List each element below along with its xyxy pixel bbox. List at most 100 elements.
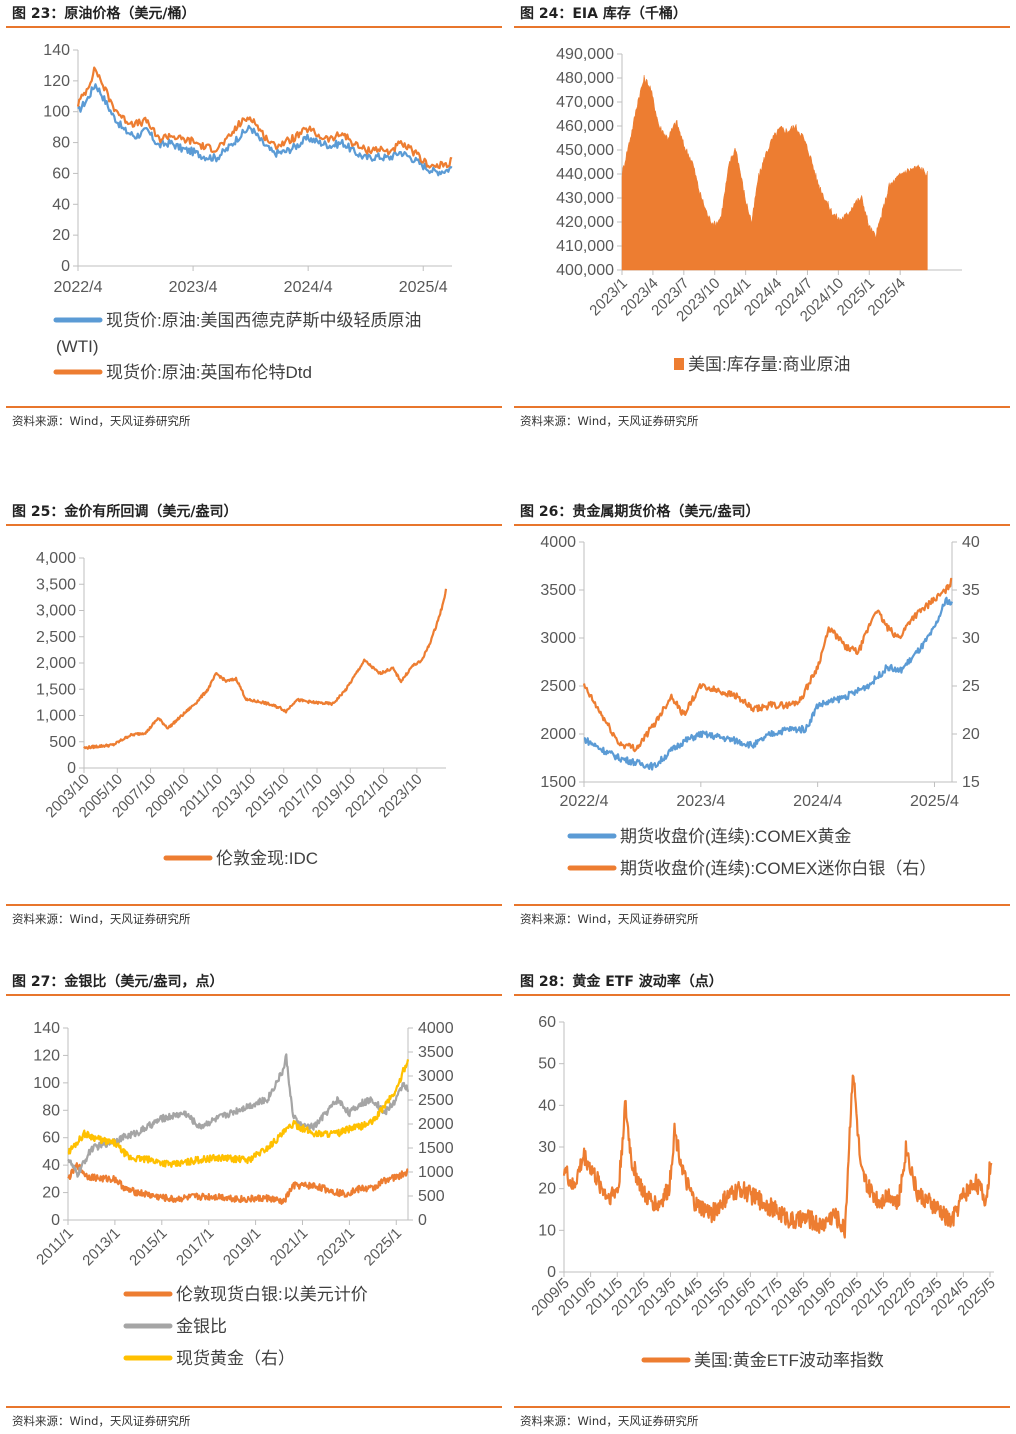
y-tick-label: 10 bbox=[538, 1222, 556, 1239]
figure-title: 图 24：EIA 库存（千桶） bbox=[514, 0, 1010, 28]
y-tick-label: 60 bbox=[42, 1130, 60, 1147]
y-tick-label: 2,500 bbox=[36, 629, 76, 646]
y2-tick-label: 0 bbox=[418, 1212, 427, 1229]
x-tick-label: 2019/1 bbox=[220, 1225, 264, 1269]
legend-label: 美国:黄金ETF波动率指数 bbox=[694, 1351, 884, 1370]
legend-label: 现货黄金（右） bbox=[176, 1349, 295, 1368]
y-tick-label: 20 bbox=[42, 1185, 60, 1202]
x-tick-label: 2025/4 bbox=[399, 279, 448, 296]
y-tick-label: 40 bbox=[52, 196, 70, 213]
y-tick-label: 410,000 bbox=[556, 238, 614, 255]
y-tick-label: 3,500 bbox=[36, 576, 76, 593]
series-line bbox=[77, 83, 453, 177]
figure-23-panel: 图 23：原油价格（美元/桶） 0 20 40 60 80 100 120 140 2022/4… bbox=[6, 0, 502, 432]
y2-tick-label: 3500 bbox=[418, 1044, 454, 1061]
source-note: 资料来源：Wind，天风证券研究所 bbox=[6, 406, 502, 434]
x-tick-label: 2015/1 bbox=[126, 1225, 170, 1269]
x-tick-label: 2023/1 bbox=[314, 1225, 358, 1269]
y-tick-label: 140 bbox=[43, 42, 70, 59]
y-tick-label: 0 bbox=[547, 1264, 556, 1281]
y-tick-label: 80 bbox=[52, 135, 70, 152]
y2-tick-label: 500 bbox=[418, 1188, 445, 1205]
series-line bbox=[67, 1053, 410, 1178]
x-tick-label: 2025/4 bbox=[910, 793, 959, 810]
y-tick-label: 60 bbox=[538, 1014, 556, 1031]
source-note: 资料来源：Wind，天风证券研究所 bbox=[6, 1406, 502, 1434]
y-tick-label: 420,000 bbox=[556, 214, 614, 231]
y-tick-label: 2,000 bbox=[36, 655, 76, 672]
legend-swatch bbox=[674, 358, 684, 370]
y-tick-label: 3000 bbox=[540, 630, 576, 647]
y-tick-label: 4000 bbox=[540, 534, 576, 551]
x-tick-label: 2025/1 bbox=[361, 1225, 405, 1269]
figure-27-panel: 图 27：金银比（美元/盎司，点） 0 20 40 60 80 100 120 140 0 500… bbox=[6, 968, 502, 1434]
y-tick-label: 20 bbox=[52, 227, 70, 244]
source-note: 资料来源：Wind，天风证券研究所 bbox=[6, 904, 502, 932]
y-tick-label: 20 bbox=[538, 1181, 556, 1198]
y-tick-label: 0 bbox=[51, 1212, 60, 1229]
x-tick-label: 2022/4 bbox=[560, 793, 609, 810]
y2-tick-label: 40 bbox=[962, 534, 980, 551]
legend-label: 伦敦现货白银:以美元计价 bbox=[176, 1285, 368, 1304]
source-note: 资料来源：Wind，天风证券研究所 bbox=[514, 1406, 1010, 1434]
legend-label: 伦敦金现:IDC bbox=[216, 849, 318, 868]
y-tick-label: 1,500 bbox=[36, 681, 76, 698]
x-tick-label: 2021/1 bbox=[267, 1225, 311, 1269]
figure-title: 图 27：金银比（美元/盎司，点） bbox=[6, 968, 502, 996]
x-tick-label: 2024/4 bbox=[793, 793, 842, 810]
x-tick-label: 2011/1 bbox=[33, 1225, 77, 1269]
legend-label: 期货收盘价(连续):COMEX黄金 bbox=[620, 827, 851, 846]
y-tick-label: 430,000 bbox=[556, 190, 614, 207]
source-note: 资料来源：Wind，天风证券研究所 bbox=[514, 904, 1010, 932]
series-area bbox=[621, 74, 928, 271]
x-tick-label: 2013/1 bbox=[79, 1225, 123, 1269]
figure-26-panel: 图 26：贵金属期货价格（美元/盎司） 1500 2000 2500 3000 3500… bbox=[514, 498, 1010, 934]
series-line bbox=[83, 588, 448, 750]
series-line bbox=[582, 577, 953, 753]
y2-tick-label: 20 bbox=[962, 726, 980, 743]
y-tick-label: 450,000 bbox=[556, 142, 614, 159]
y-tick-label: 2500 bbox=[540, 678, 576, 695]
y2-tick-label: 25 bbox=[962, 678, 980, 695]
figure-title: 图 25：金价有所回调（美元/盎司） bbox=[6, 498, 502, 526]
y-tick-label: 3,000 bbox=[36, 603, 76, 620]
y-tick-label: 50 bbox=[538, 1056, 556, 1073]
y2-tick-label: 4000 bbox=[418, 1020, 454, 1037]
crude-oil-price-chart: 0 20 40 60 80 100 120 140 2022/4 2023/4 2024/4 2025… bbox=[43, 42, 453, 382]
y-tick-label: 1500 bbox=[540, 774, 576, 791]
figure-28-panel: 图 28：黄金 ETF 波动率（点） 0 10 20 30 40 50 60 2009/5 20… bbox=[514, 968, 1010, 1434]
y-tick-label: 40 bbox=[538, 1097, 556, 1114]
y2-tick-label: 2500 bbox=[418, 1092, 454, 1109]
figure-title: 图 28：黄金 ETF 波动率（点） bbox=[514, 968, 1010, 996]
x-tick-label: 2024/4 bbox=[284, 279, 333, 296]
series-line bbox=[583, 596, 954, 771]
series-line bbox=[562, 1074, 993, 1239]
y-tick-label: 40 bbox=[42, 1157, 60, 1174]
y-tick-label: 0 bbox=[61, 258, 70, 275]
y-tick-label: 460,000 bbox=[556, 118, 614, 135]
legend-label: (WTI) bbox=[56, 337, 98, 356]
x-tick-label: 2023/4 bbox=[676, 793, 725, 810]
legend-label: 现货价:原油:英国布伦特Dtd bbox=[106, 363, 312, 382]
legend-label: 金银比 bbox=[176, 1317, 227, 1336]
y2-tick-label: 35 bbox=[962, 582, 980, 599]
eia-inventory-chart: 400,000 410,000 420,000 430,000 440,000 450,0… bbox=[556, 46, 962, 374]
y2-tick-label: 30 bbox=[962, 630, 980, 647]
x-tick-label: 2022/4 bbox=[54, 279, 103, 296]
y-tick-label: 400,000 bbox=[556, 262, 614, 279]
y-tick-label: 30 bbox=[538, 1139, 556, 1156]
y-tick-label: 4,000 bbox=[36, 550, 76, 567]
series-line bbox=[67, 1059, 410, 1168]
y-tick-label: 500 bbox=[49, 734, 76, 751]
gold-etf-volatility-chart: 01020304050602009/52010/52011/52012/5201… bbox=[528, 1014, 998, 1370]
y2-tick-label: 15 bbox=[962, 774, 980, 791]
y-tick-label: 440,000 bbox=[556, 166, 614, 183]
y-tick-label: 2000 bbox=[540, 726, 576, 743]
y-tick-label: 100 bbox=[43, 104, 70, 121]
source-note: 资料来源：Wind，天风证券研究所 bbox=[514, 406, 1010, 434]
y-tick-label: 100 bbox=[33, 1075, 60, 1092]
legend-label: 美国:库存量:商业原油 bbox=[688, 355, 850, 374]
figure-24-panel: 图 24：EIA 库存（千桶） 400,000 410,000 420,000 430… bbox=[514, 0, 1010, 432]
y-tick-label: 0 bbox=[67, 760, 76, 777]
gold-price-chart: 05001,0001,5002,0002,5003,0003,5004,0002… bbox=[36, 550, 448, 868]
